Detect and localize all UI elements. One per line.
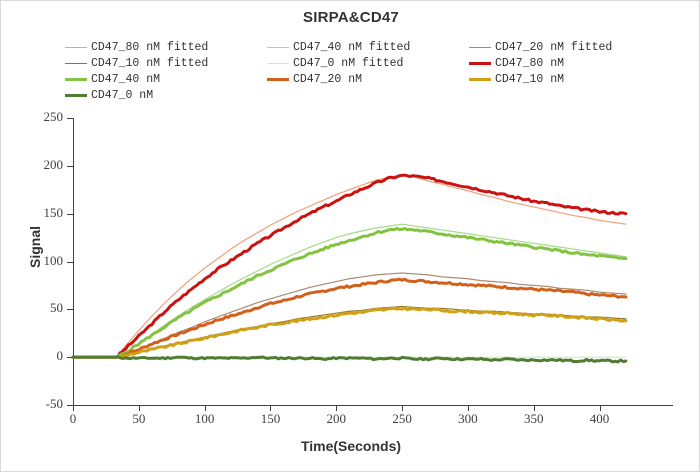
- x-tick: [402, 405, 404, 411]
- y-tick: [67, 213, 73, 215]
- legend-item[interactable]: CD47_40 nM: [65, 71, 267, 87]
- legend-swatch-icon: [65, 93, 87, 97]
- x-tick-label: 400: [589, 411, 610, 426]
- series-line: [71, 355, 628, 364]
- x-tick: [599, 405, 601, 411]
- y-tick-label: -50: [45, 396, 63, 411]
- y-tick-label: 250: [43, 109, 64, 124]
- legend-item[interactable]: CD47_0 nM fitted: [267, 55, 469, 71]
- y-tick: [67, 261, 73, 263]
- legend-item[interactable]: CD47_0 nM: [65, 87, 267, 103]
- x-tick: [270, 405, 272, 411]
- x-tick: [138, 405, 140, 411]
- x-tick-label: 350: [523, 411, 544, 426]
- legend-label: CD47_20 nM fitted: [495, 40, 613, 54]
- legend-label: CD47_0 nM: [91, 88, 154, 102]
- x-axis-line: [73, 405, 673, 406]
- x-axis-title: Time(Seconds): [300, 438, 402, 454]
- series-line: [72, 173, 627, 358]
- plot-area: [71, 118, 639, 405]
- y-tick-label: 0: [56, 348, 64, 364]
- legend-swatch-icon: [65, 77, 87, 81]
- x-tick-label: 200: [326, 411, 347, 426]
- legend-item[interactable]: CD47_20 nM fitted: [469, 39, 671, 55]
- x-tick-label: 100: [194, 411, 215, 426]
- y-tick-label: 100: [43, 252, 64, 268]
- legend-item[interactable]: CD47_20 nM: [267, 71, 469, 87]
- legend-swatch-icon: [267, 62, 289, 64]
- legend-label: CD47_40 nM: [91, 72, 161, 86]
- series-line: [71, 277, 628, 359]
- chart-title: SIRPA&CD47: [303, 9, 399, 26]
- chart-legend: CD47_80 nM fitted CD47_40 nM fitted CD47_2…: [65, 39, 673, 103]
- legend-item[interactable]: CD47_80 nM fitted: [65, 39, 267, 55]
- x-tick: [467, 405, 469, 411]
- x-tick: [336, 405, 338, 411]
- legend-swatch-icon: [469, 77, 491, 81]
- series-line: [71, 226, 628, 359]
- x-tick: [204, 405, 206, 411]
- x-tick-label: 50: [132, 411, 146, 426]
- legend-swatch-icon: [469, 46, 491, 48]
- legend-swatch-icon: [469, 61, 491, 65]
- legend-swatch-icon: [65, 62, 87, 64]
- legend-item[interactable]: CD47_80 nM: [469, 55, 671, 71]
- legend-swatch-icon: [267, 77, 289, 81]
- legend-item[interactable]: CD47_40 nM fitted: [267, 39, 469, 55]
- series-line: [71, 306, 628, 359]
- legend-label: CD47_10 nM: [495, 72, 565, 86]
- legend-label: CD47_40 nM fitted: [293, 40, 411, 54]
- legend-label: CD47_0 nM fitted: [293, 56, 404, 70]
- x-tick: [73, 405, 74, 411]
- series-line: [71, 173, 628, 359]
- y-tick-label: 150: [43, 204, 64, 220]
- x-tick-label: 250: [392, 411, 412, 426]
- y-axis-line: [73, 118, 74, 406]
- x-tick-label: 150: [260, 411, 281, 426]
- legend-label: CD47_80 nM fitted: [91, 40, 209, 54]
- legend-swatch-icon: [267, 46, 289, 48]
- x-tick-label: 0: [69, 411, 77, 426]
- y-tick: [67, 405, 73, 406]
- y-tick: [67, 309, 73, 311]
- x-tick: [533, 405, 535, 411]
- legend-label: CD47_10 nM fitted: [91, 56, 209, 70]
- legend-label: CD47_80 nM: [495, 56, 565, 70]
- y-tick-label: 50: [50, 300, 63, 316]
- legend-item[interactable]: CD47_10 nM fitted: [65, 55, 267, 71]
- y-tick: [67, 165, 73, 167]
- y-tick-label: 200: [43, 156, 64, 172]
- legend-item[interactable]: CD47_10 nM: [469, 71, 671, 87]
- legend-label: CD47_20 nM: [293, 72, 363, 86]
- x-tick-label: 300: [458, 411, 478, 426]
- y-tick: [67, 357, 73, 359]
- series-layer: [71, 173, 628, 364]
- y-tick: [67, 118, 73, 119]
- legend-swatch-icon: [65, 46, 87, 48]
